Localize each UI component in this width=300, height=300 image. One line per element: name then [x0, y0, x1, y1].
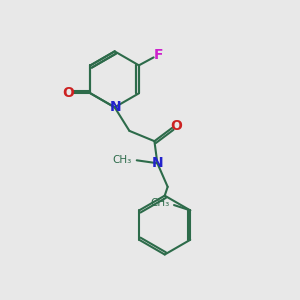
Text: N: N — [152, 156, 163, 170]
Text: O: O — [171, 119, 182, 134]
Text: CH₃: CH₃ — [112, 155, 132, 165]
Text: N: N — [110, 100, 121, 114]
Text: CH₃: CH₃ — [150, 198, 170, 208]
Text: F: F — [154, 48, 164, 62]
Text: O: O — [62, 86, 74, 100]
